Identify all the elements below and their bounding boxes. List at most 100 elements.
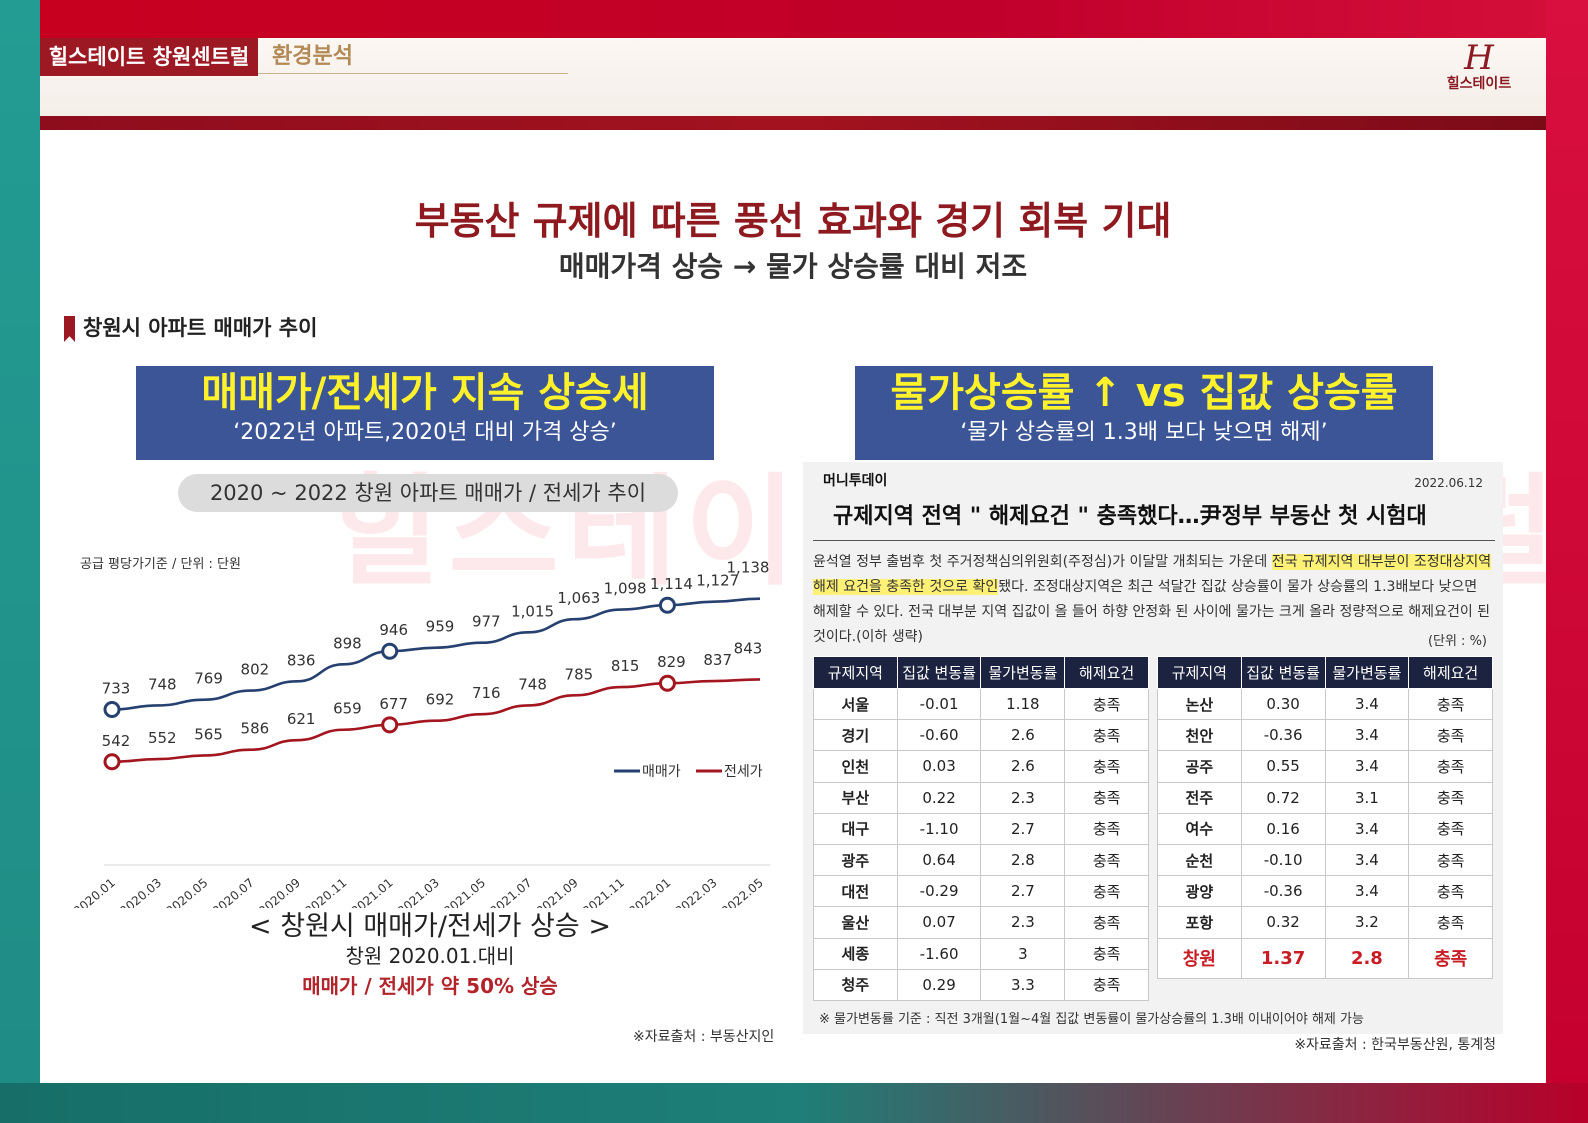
cell-price-change: 1.18 — [980, 687, 1066, 721]
data-label: 586 — [241, 720, 270, 738]
cell-release: 충족 — [1064, 937, 1149, 970]
data-label: 659 — [333, 700, 362, 718]
table-row: 포항 0.32 3.2 충족 — [1157, 906, 1493, 939]
news-headline: 규제지역 전역 " 해제요건 " 충족했다…尹정부 부동산 첫 시험대 — [833, 504, 1427, 529]
data-label: 898 — [333, 634, 362, 652]
cell-region: 창원 — [1157, 937, 1242, 979]
cell-housing-change: -1.10 — [896, 812, 982, 845]
table-row: 인천 0.03 2.6 충족 — [813, 750, 1149, 783]
cell-price-change: 2.6 — [980, 750, 1066, 783]
right-headline: 물가상승률 ↑ vs 집값 상승률 — [890, 370, 1398, 416]
cell-release: 충족 — [1408, 812, 1493, 845]
data-label: 946 — [379, 621, 408, 639]
col-header-release: 해제요건 — [1064, 656, 1149, 689]
news-outlet: 머니투데이 — [823, 473, 888, 489]
table-row: 청주 0.29 3.3 충족 — [813, 968, 1149, 1001]
data-label: 837 — [703, 651, 732, 669]
cell-region: 부산 — [813, 781, 898, 814]
cell-region: 천안 — [1157, 719, 1242, 752]
cell-price-change: 3.2 — [1324, 906, 1410, 939]
cell-price-change: 3.4 — [1324, 812, 1410, 845]
data-label: 748 — [518, 675, 547, 693]
header-divider-band — [40, 116, 1546, 130]
chart-title-pill: 2020 ~ 2022 창원 아파트 매매가 / 전세가 추이 — [178, 474, 678, 512]
cell-housing-change: 1.37 — [1240, 937, 1326, 979]
data-label: 843 — [734, 639, 763, 657]
cell-housing-change: 0.07 — [896, 906, 982, 939]
cell-region: 경기 — [813, 719, 898, 752]
data-label: 802 — [241, 661, 270, 679]
cell-price-change: 2.3 — [980, 906, 1066, 939]
cell-release: 충족 — [1408, 937, 1493, 979]
cell-housing-change: -0.10 — [1240, 843, 1326, 877]
table-row: 천안 -0.36 3.4 충족 — [1157, 719, 1493, 752]
chart-caption-sub: 창원 2020.01.대비 — [345, 944, 515, 968]
left-headline-box: 매매가/전세가 지속 상승세 ‘2022년 아파트,2020년 대비 가격 상승… — [136, 366, 714, 460]
cell-price-change: 3.1 — [1324, 781, 1410, 814]
logo-mark-icon: H — [1464, 38, 1494, 78]
table-row: 광주 0.64 2.8 충족 — [813, 843, 1149, 877]
data-label: 1,063 — [557, 589, 600, 607]
table-row: 서울 -0.01 1.18 충족 — [813, 687, 1149, 721]
cell-release: 충족 — [1064, 812, 1149, 845]
cell-region: 울산 — [813, 906, 898, 939]
cell-housing-change: 0.32 — [1240, 906, 1326, 939]
cell-release: 충족 — [1408, 875, 1493, 908]
cell-price-change: 3.4 — [1324, 750, 1410, 783]
cell-price-change: 2.7 — [980, 875, 1066, 908]
cell-region: 여수 — [1157, 812, 1242, 845]
cell-release: 충족 — [1064, 781, 1149, 814]
cell-housing-change: -0.36 — [1240, 719, 1326, 752]
cell-price-change: 3 — [980, 937, 1066, 970]
cell-housing-change: 0.64 — [896, 843, 982, 877]
news-clipping: 머니투데이 2022.06.12 규제지역 전역 " 해제요건 " 충족했다…尹… — [803, 462, 1503, 1034]
col-header-price-change: 물가변동률 — [980, 656, 1066, 689]
frame-bottom-band — [0, 1083, 1588, 1123]
cell-release: 충족 — [1064, 719, 1149, 752]
frame-top-band — [0, 0, 1588, 40]
cell-release: 충족 — [1408, 781, 1493, 814]
cell-region: 세종 — [813, 937, 898, 970]
table-row: 순천 -0.10 3.4 충족 — [1157, 843, 1493, 877]
table-header-row: 규제지역 집값 변동률 물가변동률 해제요건 — [1157, 656, 1493, 689]
table-row: 대구 -1.10 2.7 충족 — [813, 812, 1149, 845]
data-label: 1,098 — [604, 580, 647, 598]
source-left: ※자료출처 : 부동산지인 — [633, 1029, 775, 1045]
slide-content: 힐스테이트 창원센트럴 환경분석 H 힐스테이트 힐스테이트 창원센트럴 부동산… — [40, 38, 1556, 1083]
col-header-housing-change: 집값 변동률 — [1240, 656, 1326, 689]
data-label: 1,138 — [727, 559, 770, 577]
cell-region: 서울 — [813, 687, 898, 721]
cell-release: 충족 — [1064, 906, 1149, 939]
data-point-marker — [103, 700, 121, 718]
cell-release: 충족 — [1064, 968, 1149, 1001]
cell-price-change: 2.3 — [980, 781, 1066, 814]
data-point-marker — [103, 753, 121, 771]
data-label: 552 — [148, 729, 177, 747]
cell-region: 공주 — [1157, 750, 1242, 783]
cell-release: 충족 — [1408, 906, 1493, 939]
news-body: 윤석열 정부 출범후 첫 주거정책심의위원회(주정심)가 이달말 개최되는 가운… — [813, 550, 1493, 650]
legend-label: 매매가 — [642, 764, 681, 780]
cell-housing-change: 0.72 — [1240, 781, 1326, 814]
col-header-region: 규제지역 — [1157, 656, 1242, 689]
cell-housing-change: -0.29 — [896, 875, 982, 908]
cell-region: 포항 — [1157, 906, 1242, 939]
regulation-table-right: 규제지역 집값 변동률 물가변동률 해제요건 논산 0.30 3.4 충족 천안 -0.3… — [1157, 656, 1493, 979]
cell-release: 충족 — [1064, 843, 1149, 877]
news-body-rest: 됐다. 조정대상지역은 최근 석달간 집값 상승률이 물가 상승률의 1.3배보… — [813, 579, 1491, 645]
table-row: 여수 0.16 3.4 충족 — [1157, 812, 1493, 845]
data-label: 785 — [565, 665, 594, 683]
data-label: 959 — [426, 618, 455, 636]
cell-region: 광주 — [813, 843, 898, 877]
news-footnote: ※ 물가변동률 기준 : 직전 3개월(1월~4월 집값 변동률이 물가상승률의… — [819, 1012, 1364, 1027]
data-label: 829 — [657, 653, 686, 671]
news-divider — [813, 540, 1495, 541]
cell-price-change: 2.7 — [980, 812, 1066, 845]
table-row: 울산 0.07 2.3 충족 — [813, 906, 1149, 939]
cell-price-change: 3.4 — [1324, 687, 1410, 721]
bookmark-icon — [64, 316, 75, 342]
cell-region: 전주 — [1157, 781, 1242, 814]
page-title: 부동산 규제에 따른 풍선 효과와 경기 회복 기대 — [414, 199, 1172, 243]
col-header-housing-change: 집값 변동률 — [896, 656, 982, 689]
